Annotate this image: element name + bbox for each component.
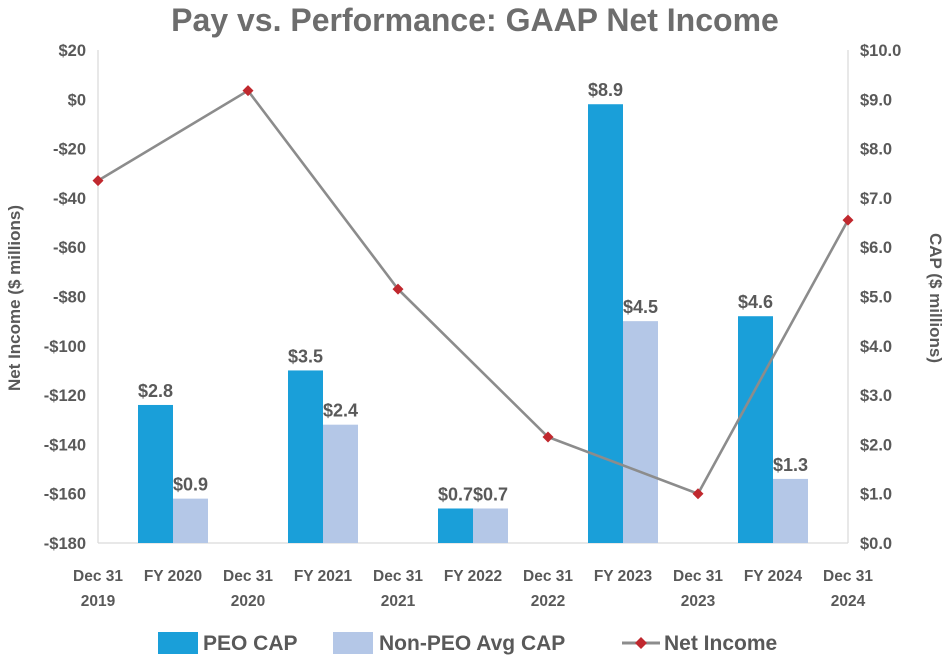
right-axis-title: CAP ($ millions)	[926, 233, 945, 363]
right-tick-label: $3.0	[860, 387, 892, 405]
x-axis-label: Dec 31	[223, 568, 273, 585]
x-axis-label: 2019	[81, 593, 116, 610]
right-axis-ticks: $10.0 $9.0 $8.0 $7.0 $6.0 $5.0 $4.0 $3.0 $2.0 $1.…	[860, 42, 901, 553]
x-axis-label: 2020	[231, 593, 265, 610]
peo-cap-data-label: $4.6	[738, 292, 773, 312]
legend-label-peo-cap: PEO CAP	[203, 632, 298, 655]
left-tick-label: -$100	[44, 338, 86, 356]
x-axis-label: Dec 31	[73, 568, 123, 585]
right-tick-label: $2.0	[860, 436, 892, 454]
left-tick-label: -$60	[53, 239, 86, 257]
non-peo-cap-data-label: $0.9	[173, 475, 208, 495]
x-axis-label: 2021	[381, 593, 416, 610]
x-axis-label: 2024	[831, 593, 866, 610]
net-income-line	[97, 88, 850, 496]
left-tick-label: -$180	[44, 535, 86, 553]
non-peo-cap-data-label: $2.4	[323, 401, 358, 421]
legend-swatch-net-income-marker	[635, 637, 647, 649]
non-peo-cap-bar	[473, 508, 508, 543]
chart-title: Pay vs. Performance: GAAP Net Income	[171, 2, 779, 38]
right-tick-label: $4.0	[860, 338, 892, 356]
net-income-marker	[392, 283, 404, 295]
right-tick-label: $8.0	[860, 141, 892, 159]
plot-frame	[97, 50, 849, 544]
legend-swatch-non-peo-cap	[333, 632, 373, 654]
left-axis-ticks: $20 $0 -$20 -$40 -$60 -$80 -$100 -$120 -$140 -$16…	[44, 42, 86, 553]
peo-cap-data-label: $2.8	[138, 381, 173, 401]
x-axis-label: Dec 31	[673, 568, 723, 585]
net-income-marker	[542, 431, 554, 443]
right-tick-label: $5.0	[860, 289, 892, 307]
legend-swatch-peo-cap	[158, 632, 198, 654]
right-tick-label: $1.0	[860, 486, 892, 504]
peo-cap-data-label: $8.9	[588, 80, 623, 100]
left-tick-label: -$80	[53, 289, 86, 307]
legend: PEO CAP Non-PEO Avg CAP Net Income	[158, 632, 777, 655]
left-tick-label: $0	[68, 91, 86, 109]
net-income-marker	[92, 175, 104, 187]
x-axis-label: 2022	[531, 593, 565, 610]
right-tick-label: $10.0	[860, 42, 901, 60]
right-tick-label: $7.0	[860, 190, 892, 208]
peo-cap-bar	[288, 370, 323, 543]
x-axis-label: FY 2022	[444, 568, 502, 585]
non-peo-cap-bar	[173, 498, 208, 543]
x-axis-label: FY 2023	[594, 568, 653, 585]
net-income-marker	[242, 85, 254, 97]
x-axis-label: 2023	[681, 593, 716, 610]
left-tick-label: -$140	[44, 436, 86, 454]
x-axis-label: Dec 31	[523, 568, 573, 585]
non-peo-cap-data-label: $1.3	[773, 455, 808, 475]
right-tick-label: $9.0	[860, 91, 892, 109]
non-peo-cap-data-label: $0.7	[473, 484, 508, 504]
peo-cap-data-label: $3.5	[288, 346, 323, 366]
legend-label-non-peo-cap: Non-PEO Avg CAP	[379, 632, 565, 655]
legend-label-net-income: Net Income	[664, 632, 777, 655]
net-income-marker	[692, 488, 704, 500]
non-peo-cap-bar	[623, 321, 658, 543]
peo-cap-bar	[438, 508, 473, 543]
x-axis-label: FY 2021	[294, 568, 353, 585]
net-income-line-group	[92, 85, 854, 500]
bar-data-labels: $2.8 $0.9 $3.5 $2.4 $0.7 $0.7 $8.9 $4.5 $4.6 $1.3	[138, 80, 808, 504]
peo-cap-bar	[738, 316, 773, 543]
left-tick-label: -$120	[44, 387, 86, 405]
x-axis-label: Dec 31	[823, 568, 873, 585]
non-peo-cap-bar	[773, 478, 808, 543]
left-axis-title: Net Income ($ millions)	[5, 205, 24, 391]
right-tick-label: $6.0	[860, 239, 892, 257]
left-tick-label: $20	[58, 42, 86, 60]
x-axis-labels: Dec 31 2019 FY 2020 Dec 31 2020 FY 2021 Dec 31…	[73, 568, 873, 610]
left-tick-label: -$20	[53, 141, 86, 159]
right-tick-label: $0.0	[860, 535, 892, 553]
bars	[138, 104, 808, 543]
non-peo-cap-data-label: $4.5	[623, 297, 658, 317]
x-axis-label: FY 2024	[744, 568, 803, 585]
peo-cap-bar	[588, 104, 623, 543]
left-tick-label: -$160	[44, 486, 86, 504]
left-tick-label: -$40	[53, 190, 86, 208]
peo-cap-bar	[138, 404, 173, 543]
non-peo-cap-bar	[323, 424, 358, 543]
x-axis-label: Dec 31	[373, 568, 423, 585]
peo-cap-data-label: $0.7	[438, 484, 473, 504]
net-income-marker	[842, 214, 854, 226]
x-axis-label: FY 2020	[144, 568, 202, 585]
